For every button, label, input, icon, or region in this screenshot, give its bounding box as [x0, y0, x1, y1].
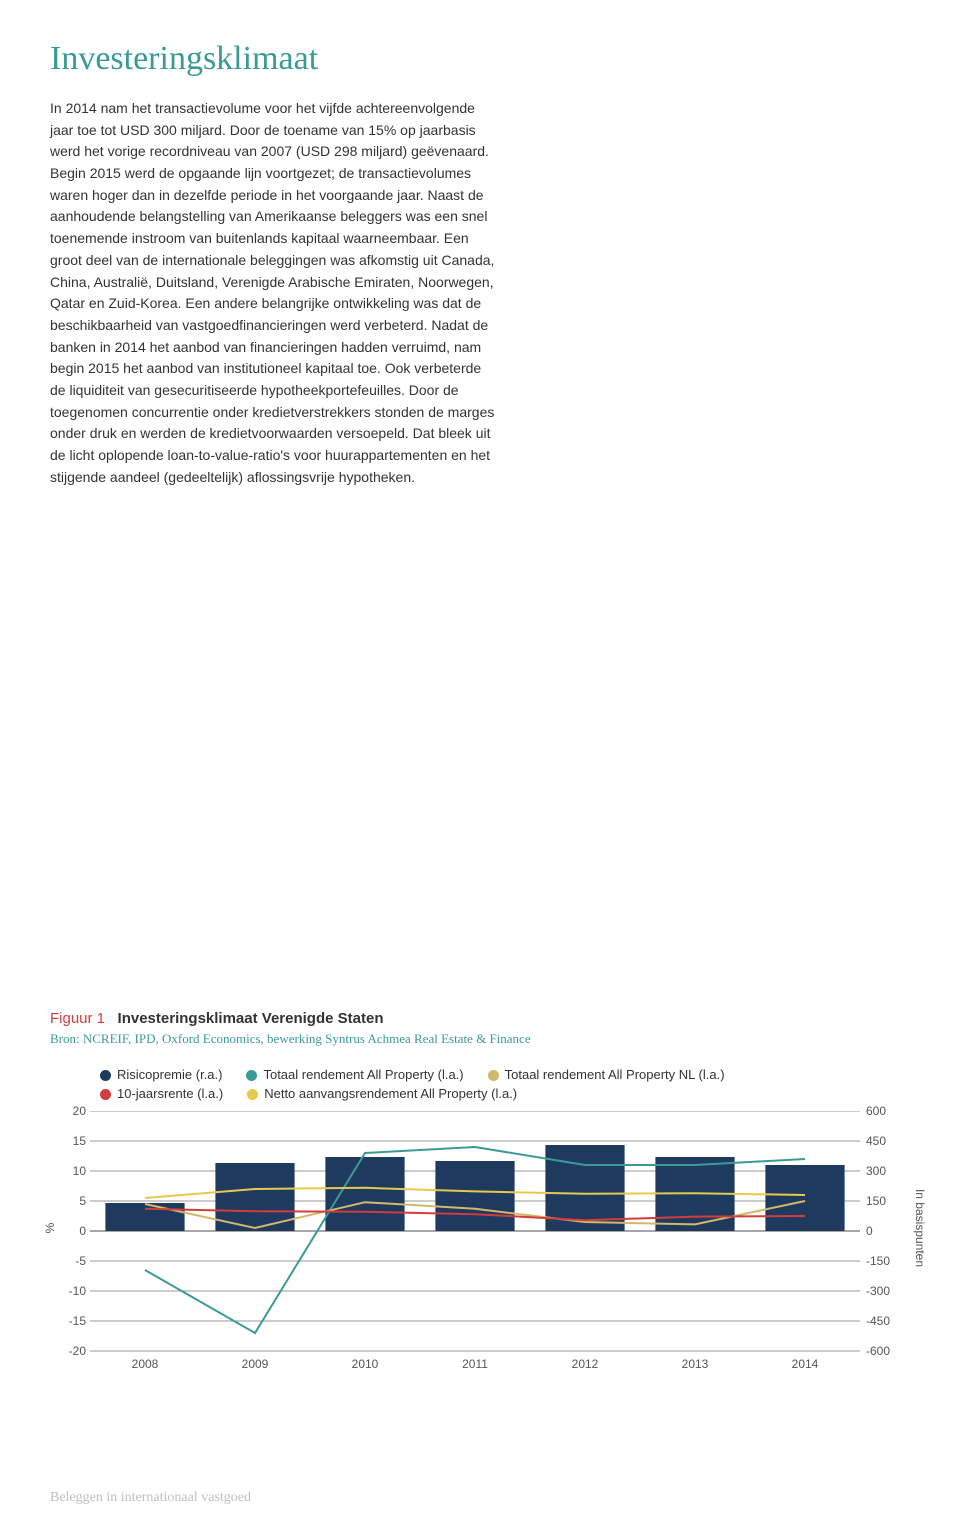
chart: % 20151050-5-10-15-20 6004503001500-150-… [50, 1111, 910, 1391]
footer-text: Beleggen in internationaal vastgoed [50, 1490, 251, 1506]
legend-row-2: 10-jaarsrente (l.a.) Netto aanvangsrendem… [100, 1086, 910, 1101]
legend-label: Totaal rendement All Property NL (l.a.) [505, 1067, 725, 1082]
x-tick: 2008 [90, 1357, 200, 1371]
x-tick: 2012 [530, 1357, 640, 1371]
y-tick-right: -150 [866, 1254, 890, 1268]
figure-1: Figuur 1 Investeringsklimaat Verenigde S… [50, 1010, 910, 1391]
legend-item: Risicopremie (r.a.) [100, 1067, 222, 1082]
legend-swatch [100, 1089, 111, 1100]
figure-source: Bron: NCREIF, IPD, Oxford Economics, bew… [50, 1031, 910, 1047]
y-tick-right: 0 [866, 1224, 873, 1238]
legend-item: 10-jaarsrente (l.a.) [100, 1086, 223, 1101]
legend-label: Netto aanvangsrendement All Property (l.… [264, 1086, 517, 1101]
y-tick-right: 600 [866, 1104, 886, 1118]
legend-item: Totaal rendement All Property NL (l.a.) [488, 1067, 725, 1082]
y-ticks-right: 6004503001500-150-300-450-600 [866, 1111, 906, 1351]
chart-svg [50, 1111, 910, 1381]
legend-label: Totaal rendement All Property (l.a.) [263, 1067, 463, 1082]
figure-name: Investeringsklimaat Verenigde Staten [118, 1010, 384, 1027]
legend-row-1: Risicopremie (r.a.) Totaal rendement All … [100, 1067, 910, 1082]
legend-swatch [246, 1070, 257, 1081]
figure-number: Figuur 1 [50, 1010, 105, 1027]
legend-label: 10-jaarsrente (l.a.) [117, 1086, 223, 1101]
x-tick: 2010 [310, 1357, 420, 1371]
legend-item: Netto aanvangsrendement All Property (l.… [247, 1086, 517, 1101]
y-tick-right: -450 [866, 1314, 890, 1328]
y-axis-right-label: In basispunten [913, 1158, 927, 1298]
legend-label: Risicopremie (r.a.) [117, 1067, 222, 1082]
x-ticks: 2008200920102011201220132014 [90, 1357, 860, 1371]
legend-swatch [100, 1070, 111, 1081]
body-text: In 2014 nam het transactievolume voor he… [50, 98, 495, 488]
legend-swatch [247, 1089, 258, 1100]
y-tick-right: -300 [866, 1284, 890, 1298]
x-tick: 2014 [750, 1357, 860, 1371]
figure-title: Figuur 1 Investeringsklimaat Verenigde S… [50, 1010, 910, 1027]
y-tick-right: 150 [866, 1194, 886, 1208]
page-title: Investeringsklimaat [50, 40, 910, 78]
chart-legend: Risicopremie (r.a.) Totaal rendement All … [100, 1067, 910, 1101]
legend-swatch [488, 1070, 499, 1081]
spacer [109, 1010, 113, 1027]
x-tick: 2011 [420, 1357, 530, 1371]
body-paragraph: In 2014 nam het transactievolume voor he… [50, 98, 495, 488]
x-tick: 2009 [200, 1357, 310, 1371]
x-tick: 2013 [640, 1357, 750, 1371]
legend-item: Totaal rendement All Property (l.a.) [246, 1067, 463, 1082]
y-tick-right: 300 [866, 1164, 886, 1178]
y-tick-right: 450 [866, 1134, 886, 1148]
y-tick-right: -600 [866, 1344, 890, 1358]
